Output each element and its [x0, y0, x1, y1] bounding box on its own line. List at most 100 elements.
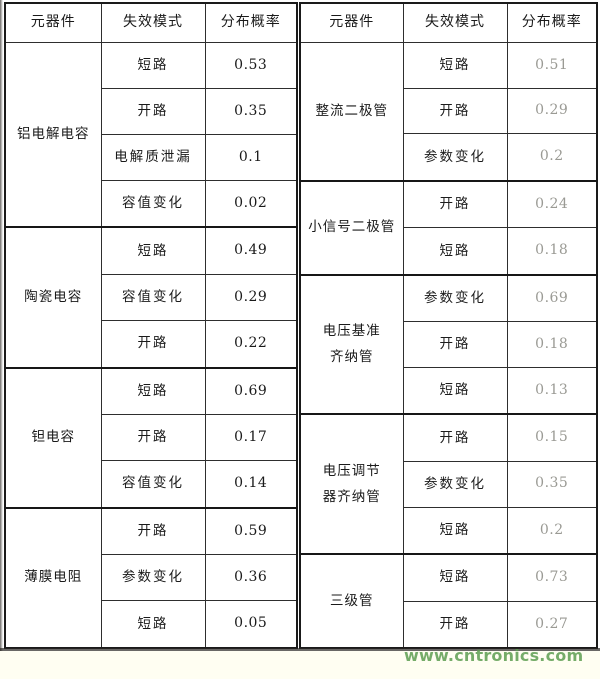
table-row: 短路 0.18 — [300, 227, 598, 276]
failure-mode-cell: 短路 — [402, 506, 508, 556]
probability-cell: 0.36 — [204, 554, 298, 602]
failure-mode-cell: 短路 — [100, 367, 206, 416]
table-row: 电压基准 齐纳管 参数变化 0.69 — [299, 274, 598, 416]
failure-mode-cell: 容值变化 — [100, 460, 206, 509]
component-name-cell: 钽电容 — [4, 367, 102, 509]
table-row: 三级管 短路 0.73 — [299, 553, 598, 649]
probability-cell: 0.29 — [506, 87, 598, 135]
probability-cell: 0.05 — [204, 600, 298, 649]
failure-mode-cell: 开路 — [402, 180, 508, 229]
probability-cell: 0.02 — [204, 179, 298, 229]
probability-cell: 0.15 — [506, 413, 598, 462]
component-name-line1: 电压基准 — [322, 323, 381, 340]
left-table-container: 元器件 失效模式 分布概率 铝电解电容 短路 0.53 开路 0.35 电解质泄漏 0.1 容… — [0, 2, 298, 649]
component-name-cell: 整流二极管 — [299, 41, 404, 182]
component-name-cell: 小信号二极管 — [299, 180, 404, 276]
failure-mode-tables: 元器件 失效模式 分布概率 铝电解电容 短路 0.53 开路 0.35 电解质泄漏 0.1 容… — [0, 2, 600, 649]
right-table-container: 元器件 失效模式 分布概率 整流二极管 短路 0.51 开路 0.29 参数变化 0.2 小信… — [296, 2, 600, 649]
failure-mode-cell: 参数变化 — [402, 274, 508, 323]
component-name-line1: 电压调节 — [322, 462, 381, 479]
left-table-head: 元器件 失效模式 分布概率 — [4, 2, 298, 43]
probability-cell: 0.24 — [506, 180, 598, 229]
failure-mode-cell: 开路 — [100, 87, 206, 135]
component-name-cell: 三级管 — [299, 553, 404, 649]
probability-cell: 0.14 — [204, 460, 298, 509]
table-row: 整流二极管 短路 0.51 — [299, 41, 598, 182]
failure-mode-cell: 短路 — [100, 600, 206, 649]
left-header-failure-mode: 失效模式 — [100, 2, 206, 43]
probability-cell: 0.51 — [506, 42, 598, 89]
table-row: 电压调节 器齐纳管 开路 0.15 — [299, 413, 598, 556]
probability-cell: 0.35 — [204, 87, 298, 135]
failure-mode-cell: 开路 — [100, 319, 206, 369]
probability-cell: 0.69 — [204, 367, 298, 416]
component-name-line2: 器齐纳管 — [322, 488, 381, 505]
table-row: 开路 0.29 — [300, 87, 598, 135]
failure-mode-cell: 短路 — [402, 553, 508, 602]
table-row: 开路 0.27 — [300, 600, 598, 649]
probability-cell: 0.13 — [506, 366, 598, 416]
table-row: 开路 0.17 — [5, 414, 298, 462]
table-row: 铝电解电容 短路 0.53 — [4, 42, 298, 229]
table-row: 容值变化 0.14 — [5, 460, 298, 509]
failure-mode-cell: 短路 — [100, 42, 206, 89]
failure-mode-cell: 参数变化 — [402, 133, 508, 182]
table-row: 短路 0.2 — [300, 506, 598, 556]
right-table-head: 元器件 失效模式 分布概率 — [299, 2, 598, 43]
right-header-failure-mode: 失效模式 — [402, 2, 508, 43]
table-row: 开路 0.22 — [5, 319, 298, 369]
component-name-line2: 齐纳管 — [330, 349, 374, 366]
component-name-cell: 陶瓷电容 — [4, 226, 102, 369]
probability-cell: 0.29 — [204, 274, 298, 321]
probability-cell: 0.22 — [204, 319, 298, 369]
table-row: 钽电容 短路 0.69 — [4, 367, 298, 509]
probability-cell: 0.69 — [506, 274, 598, 323]
failure-mode-cell: 电解质泄漏 — [100, 133, 206, 181]
left-failure-mode-table: 元器件 失效模式 分布概率 铝电解电容 短路 0.53 开路 0.35 电解质泄漏 0.1 容… — [4, 2, 298, 649]
failure-mode-cell: 参数变化 — [100, 554, 206, 602]
left-header-component: 元器件 — [4, 2, 102, 43]
component-name-cell: 铝电解电容 — [4, 42, 102, 229]
table-row: 薄膜电阻 开路 0.59 — [4, 507, 298, 649]
right-header-component: 元器件 — [299, 2, 404, 43]
table-row: 参数变化 0.2 — [300, 133, 598, 182]
probability-cell: 0.2 — [506, 133, 598, 182]
left-header-probability: 分布概率 — [204, 2, 298, 43]
failure-mode-cell: 短路 — [402, 227, 508, 276]
probability-cell: 0.73 — [506, 553, 598, 602]
failure-mode-cell: 短路 — [100, 226, 206, 276]
probability-cell: 0.53 — [204, 42, 298, 89]
right-failure-mode-table: 元器件 失效模式 分布概率 整流二极管 短路 0.51 开路 0.29 参数变化 0.2 小信… — [299, 2, 598, 649]
failure-mode-cell: 开路 — [402, 600, 508, 649]
failure-mode-cell: 容值变化 — [100, 274, 206, 321]
left-table-body: 铝电解电容 短路 0.53 开路 0.35 电解质泄漏 0.1 容值变化 0.02 陶瓷电容 短路 0… — [4, 42, 298, 649]
failure-mode-cell: 参数变化 — [402, 460, 508, 508]
table-row: 陶瓷电容 短路 0.49 — [4, 226, 298, 369]
failure-mode-cell: 容值变化 — [100, 179, 206, 229]
failure-mode-cell: 短路 — [402, 366, 508, 416]
component-name-cell: 电压基准 齐纳管 — [299, 274, 404, 416]
probability-cell: 0.59 — [204, 507, 298, 556]
component-name-cell: 薄膜电阻 — [4, 507, 102, 649]
table-row: 容值变化 0.02 — [5, 179, 298, 229]
scan-edge-shadow-bottom — [0, 648, 600, 651]
right-header-probability: 分布概率 — [506, 2, 598, 43]
failure-mode-cell: 开路 — [402, 413, 508, 462]
table-row: 参数变化 0.36 — [5, 554, 298, 602]
scan-edge-shadow-left — [0, 0, 3, 651]
right-header-row: 元器件 失效模式 分布概率 — [299, 2, 598, 43]
right-table-body: 整流二极管 短路 0.51 开路 0.29 参数变化 0.2 小信号二极管 开路 0.24 短路 0.… — [299, 41, 598, 649]
probability-cell: 0.2 — [506, 506, 598, 556]
table-row: 小信号二极管 开路 0.24 — [299, 180, 598, 276]
probability-cell: 0.49 — [204, 226, 298, 276]
probability-cell: 0.35 — [506, 460, 598, 508]
failure-mode-cell: 开路 — [100, 414, 206, 462]
probability-cell: 0.18 — [506, 227, 598, 276]
table-row: 容值变化 0.29 — [5, 274, 298, 321]
probability-cell: 0.18 — [506, 321, 598, 368]
table-row: 短路 0.05 — [5, 600, 298, 649]
component-name-cell: 电压调节 器齐纳管 — [299, 413, 404, 556]
watermark: www.cntronics.com — [404, 646, 584, 665]
failure-mode-cell: 开路 — [402, 87, 508, 135]
